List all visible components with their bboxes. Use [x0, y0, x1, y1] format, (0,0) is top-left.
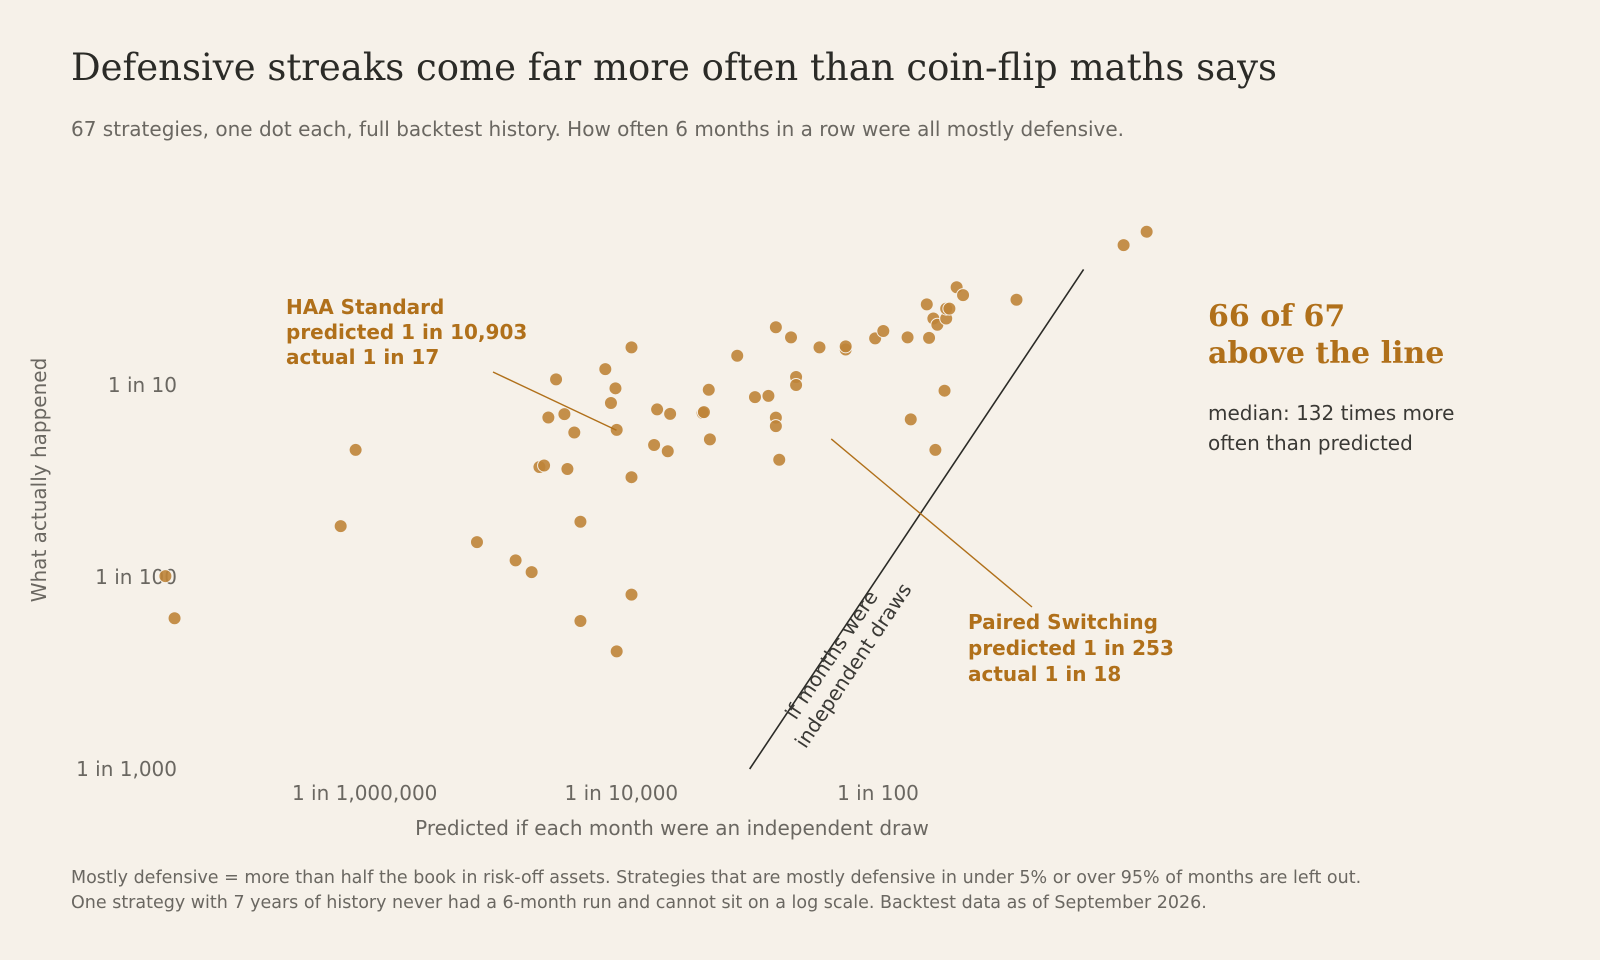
diagonal-label: if months were independent draws: [770, 565, 917, 752]
scatter-point: [701, 382, 716, 397]
parity-diagonal-line: [749, 268, 1085, 770]
paired-name: Paired Switching: [968, 610, 1158, 634]
scatter-point: [598, 362, 613, 377]
scatter-point: [557, 407, 572, 422]
scatter-point: [647, 437, 662, 452]
x-tick-label: 1 in 1,000,000: [292, 781, 437, 805]
annotation-haa-standard: HAA Standard predicted 1 in 10,903 actua…: [286, 295, 534, 369]
scatter-point: [549, 372, 564, 387]
scatter-point: [838, 339, 853, 354]
scatter-point: [919, 297, 934, 312]
scatter-point: [573, 613, 588, 628]
scatter-point: [784, 330, 799, 345]
scatter-point: [942, 301, 957, 316]
paired-predicted: predicted 1 in 253: [968, 636, 1174, 660]
scatter-point: [663, 406, 678, 421]
x-tick-label: 1 in 100: [837, 781, 919, 805]
x-tick-label: 1 in 10,000: [565, 781, 679, 805]
summary-callout: 66 of 67 above the line: [1208, 298, 1444, 372]
scatter-point: [903, 412, 918, 427]
scatter-point: [1139, 224, 1154, 239]
footnote-line1: Mostly defensive = more than half the bo…: [71, 868, 1362, 888]
scatter-point: [603, 395, 618, 410]
paired-actual: actual 1 in 18: [968, 662, 1121, 686]
scatter-point: [158, 569, 173, 584]
scatter-point: [524, 565, 539, 580]
scatter-point: [761, 388, 776, 403]
haa-leader-line: [492, 371, 617, 431]
y-tick-label: 1 in 1,000: [76, 757, 177, 781]
scatter-point: [567, 425, 582, 440]
scatter-point: [167, 611, 182, 626]
scatter-point: [624, 470, 639, 485]
chart-subtitle: 67 strategies, one dot each, full backte…: [71, 117, 1125, 141]
summary-headline-line1: 66 of 67: [1208, 299, 1346, 334]
scatter-point: [541, 410, 556, 425]
scatter-point: [900, 330, 915, 345]
paired-leader-line: [830, 438, 1033, 608]
footnote-line2: One strategy with 7 years of history nev…: [71, 893, 1207, 913]
scatter-point: [876, 324, 891, 339]
scatter-point: [1009, 292, 1024, 307]
scatter-point: [573, 514, 588, 529]
scatter-point: [348, 442, 363, 457]
y-axis-title: What actually happened: [27, 358, 51, 603]
scatter-point: [624, 340, 639, 355]
haa-predicted: predicted 1 in 10,903: [286, 320, 527, 344]
haa-actual: actual 1 in 17: [286, 345, 439, 369]
scatter-point: [789, 378, 804, 392]
scatter-point: [608, 381, 623, 396]
x-axis-ticks: 1 in 1,000,000 1 in 10,000 1 in 100: [292, 781, 919, 805]
scatter-point: [469, 535, 484, 550]
scatter-point: [768, 320, 783, 335]
scatter-point: [624, 587, 639, 602]
scatter-point: [937, 383, 952, 398]
scatter-point: [928, 442, 943, 457]
scatter-point: [333, 519, 348, 534]
scatter-point: [730, 348, 745, 363]
scatter-point: [702, 432, 717, 447]
scatter-point: [650, 402, 665, 417]
summary-headline-line2: above the line: [1208, 336, 1445, 371]
x-axis-title: Predicted if each month were an independ…: [415, 816, 929, 840]
scatter-point: [609, 644, 624, 659]
scatter-point: [508, 553, 523, 568]
scatter-point: [696, 405, 711, 420]
scatter-point: [812, 340, 827, 355]
scatter-point: [560, 462, 575, 477]
scatter-point: [537, 458, 552, 473]
scatter-point: [768, 419, 783, 434]
footnote: Mostly defensive = more than half the bo…: [71, 866, 1361, 916]
scatter-point: [922, 330, 937, 345]
median-note: median: 132 times more often than predic…: [1208, 401, 1455, 455]
scatter-point: [1116, 238, 1131, 253]
scatter-point: [660, 444, 675, 459]
scatter-point: [772, 452, 787, 467]
chart-title: Defensive streaks come far more often th…: [71, 46, 1278, 89]
scatter-point: [747, 390, 762, 405]
data-points: [158, 224, 1154, 659]
scatter-point: [956, 288, 971, 303]
haa-name: HAA Standard: [286, 295, 444, 319]
annotation-paired-switching: Paired Switching predicted 1 in 253 actu…: [968, 610, 1181, 686]
y-tick-label: 1 in 10: [108, 373, 177, 397]
